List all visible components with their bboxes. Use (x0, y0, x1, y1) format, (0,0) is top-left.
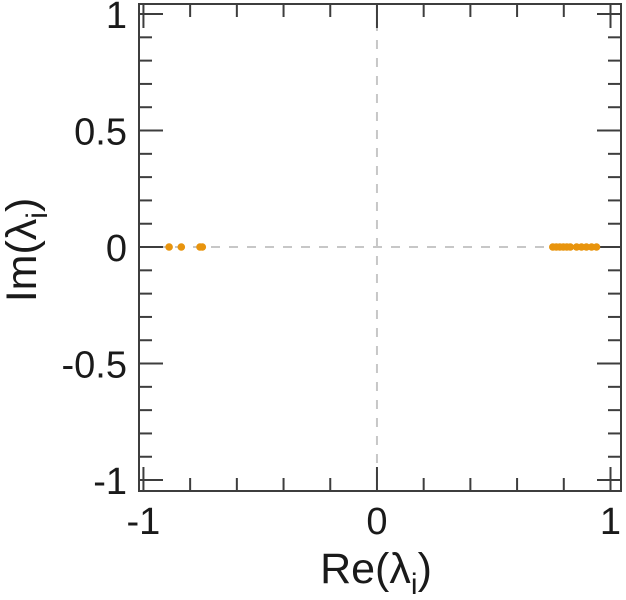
x-tick-label: 0 (366, 501, 387, 543)
tick-labels: -1 0 1 1 0.5 0 -0.5 -1 (62, 0, 622, 543)
y-axis-label: Im(λi) (0, 198, 54, 303)
data-point (198, 243, 207, 251)
plot-frame (138, 3, 622, 492)
y-tick-label: -1 (93, 461, 127, 503)
x-tick-label: 1 (600, 501, 621, 543)
data-point (592, 243, 601, 251)
data-point (566, 243, 575, 251)
x-tick-label: -1 (127, 501, 161, 543)
y-tick-label: 0.5 (74, 112, 127, 154)
x-axis-label: Re(λi) (320, 545, 432, 600)
plot-frame-rect (138, 3, 622, 492)
y-tick-label: 1 (106, 0, 127, 37)
axis-labels: Re(λi) Im(λi) (0, 198, 432, 600)
y-tick-label: 0 (106, 228, 127, 270)
y-tick-label: -0.5 (62, 345, 127, 387)
data-point (165, 243, 173, 251)
data-point (177, 243, 186, 251)
axis-ticks (139, 4, 621, 491)
data-points (165, 243, 601, 251)
data-point (582, 243, 591, 251)
zero-reference-lines (139, 4, 621, 491)
